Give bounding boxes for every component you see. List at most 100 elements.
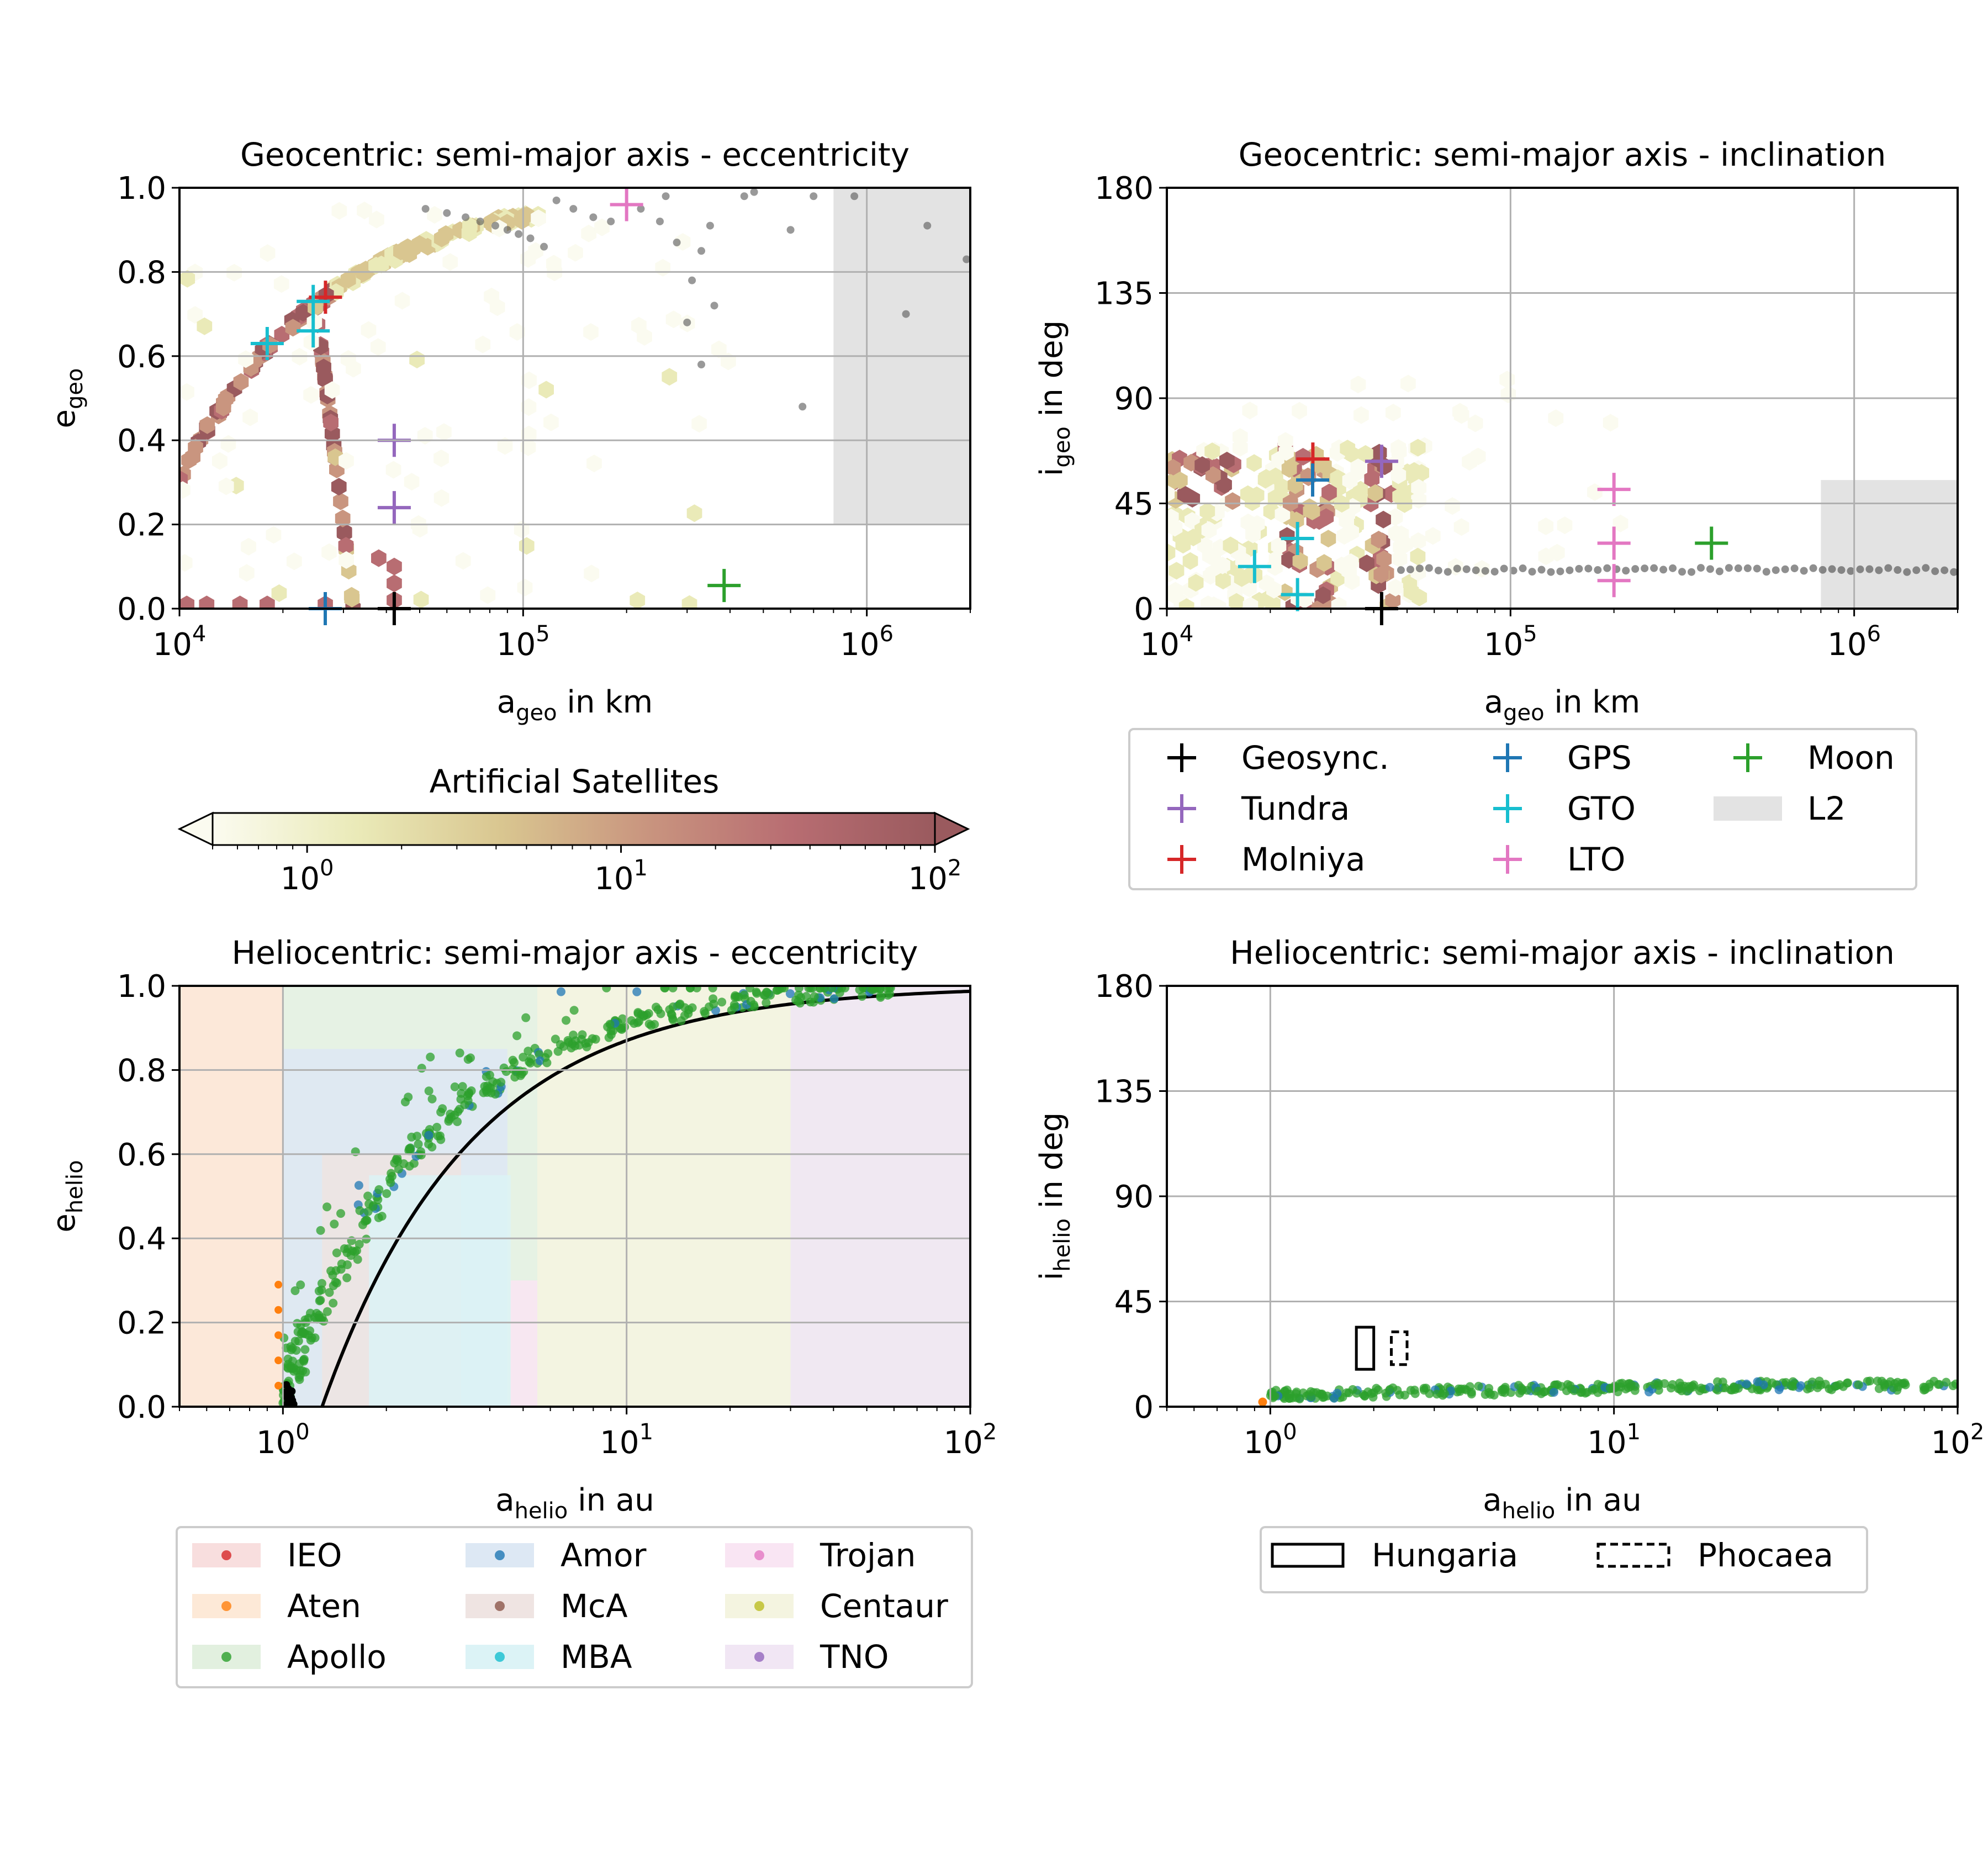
scatter-point [1912, 566, 1921, 574]
scatter-point [1509, 567, 1518, 575]
hexbin [1538, 547, 1554, 566]
hexbin [331, 478, 347, 496]
apollo-point [752, 988, 761, 997]
legend-label: Phocaea [1698, 1536, 1833, 1574]
hexbin [343, 587, 359, 605]
legend-box-swatch [1596, 1543, 1670, 1568]
hexbin [497, 437, 513, 455]
apollo-point [1654, 1379, 1663, 1388]
hexbin [387, 574, 402, 593]
apollo-point [336, 1209, 346, 1218]
legend-label: GTO [1567, 790, 1636, 827]
scatter-point [1688, 568, 1696, 576]
legend-label: TNO [819, 1638, 889, 1676]
hexbin [436, 423, 452, 441]
amor-point [535, 1056, 544, 1065]
hexbin [427, 206, 442, 224]
legend-label: Moon [1807, 739, 1895, 777]
scatter-point [1462, 565, 1471, 573]
amor-point [1753, 1377, 1762, 1386]
legend-label: Tundra [1241, 790, 1350, 827]
hexbin [215, 399, 231, 416]
hexbin [1167, 459, 1181, 477]
legend-label: Hungaria [1372, 1536, 1518, 1574]
hexbin [484, 287, 499, 305]
helio_inc-chart: Heliocentric: semi-major axis - inclinat… [1034, 934, 1984, 1524]
legend-item-lto: LTO [1493, 841, 1625, 878]
marker-gto [297, 284, 330, 318]
hexbin [1388, 579, 1403, 597]
apollo-point [342, 1273, 352, 1282]
apollo-point [660, 986, 670, 992]
hexbin [1292, 402, 1307, 420]
scatter-point [637, 205, 645, 213]
hexbin [303, 386, 319, 404]
hexbin [1387, 508, 1403, 526]
legend-item-geosync: Geosync. [1167, 739, 1389, 777]
apollo-point [1454, 1384, 1463, 1393]
asteroid-points [274, 986, 895, 1407]
hexbin [393, 242, 409, 261]
aten-point [1258, 1397, 1267, 1407]
hexbin [631, 316, 647, 335]
hexbin [1242, 596, 1259, 609]
hexbin [260, 595, 275, 609]
helio_inc-ytick-label: 90 [1114, 1179, 1154, 1215]
scatter-point [923, 221, 932, 230]
apollo-point [1534, 1386, 1543, 1396]
hexbin [179, 595, 194, 609]
scatter-point [1837, 566, 1846, 574]
hexbin [521, 398, 537, 416]
hexbin [1223, 536, 1239, 555]
hexbin [1410, 439, 1426, 457]
apollo-point [299, 1356, 309, 1366]
hexbin [455, 552, 471, 570]
hexbin [1414, 464, 1429, 482]
hexbin [475, 335, 491, 353]
region-trojan [510, 1280, 538, 1407]
apollo-point [438, 1104, 447, 1113]
legend-boxes: Hungaria Phocaea [1260, 1526, 1868, 1593]
apollo-point [363, 1207, 373, 1216]
legend-item-ieo: IEO [192, 1536, 342, 1574]
hexbin [1388, 525, 1404, 542]
hexbin [179, 554, 193, 572]
density-hexbins [1167, 371, 1629, 609]
hexbin [1411, 479, 1426, 497]
box-phocaea [1390, 1330, 1409, 1366]
amor-point [556, 987, 565, 996]
scatter-point [1847, 567, 1855, 575]
hexbin [1169, 562, 1185, 580]
apollo-point [1484, 1384, 1494, 1393]
apollo-point [810, 992, 819, 1001]
hexbin [711, 340, 727, 358]
apollo-point [405, 1144, 414, 1153]
hexbin [1205, 466, 1221, 484]
helio_ecc-xtick-label: 102 [944, 1419, 997, 1461]
helio_ecc-ytick-label: 0.8 [117, 1053, 166, 1089]
legend-dot [754, 1601, 764, 1611]
scatter-point [683, 318, 691, 326]
scatter-point [1753, 564, 1761, 573]
hexbin [1292, 552, 1308, 570]
geo_ecc-ytick-label: 0.6 [117, 339, 166, 375]
apollo-point [293, 1327, 303, 1337]
hexbin [1343, 553, 1358, 571]
hexbin [413, 590, 429, 609]
scatter-point [1641, 564, 1649, 573]
hexbin [1548, 409, 1564, 427]
scatter-point [1743, 564, 1752, 572]
apollo-point [1515, 1388, 1524, 1398]
apollo-point [1419, 1384, 1429, 1393]
apollo-point [1713, 1377, 1722, 1386]
marker-lto [1597, 473, 1631, 506]
asteroid-points [1258, 1376, 1958, 1407]
hexbin [239, 564, 255, 582]
scatter-point [1856, 565, 1864, 573]
apollo-point [553, 1047, 563, 1056]
hexbin [242, 408, 258, 426]
hexbin [1344, 572, 1360, 590]
apollo-point [304, 1313, 313, 1323]
geo_inc-xtick-label: 104 [1140, 621, 1194, 663]
hexbin [1268, 550, 1284, 568]
